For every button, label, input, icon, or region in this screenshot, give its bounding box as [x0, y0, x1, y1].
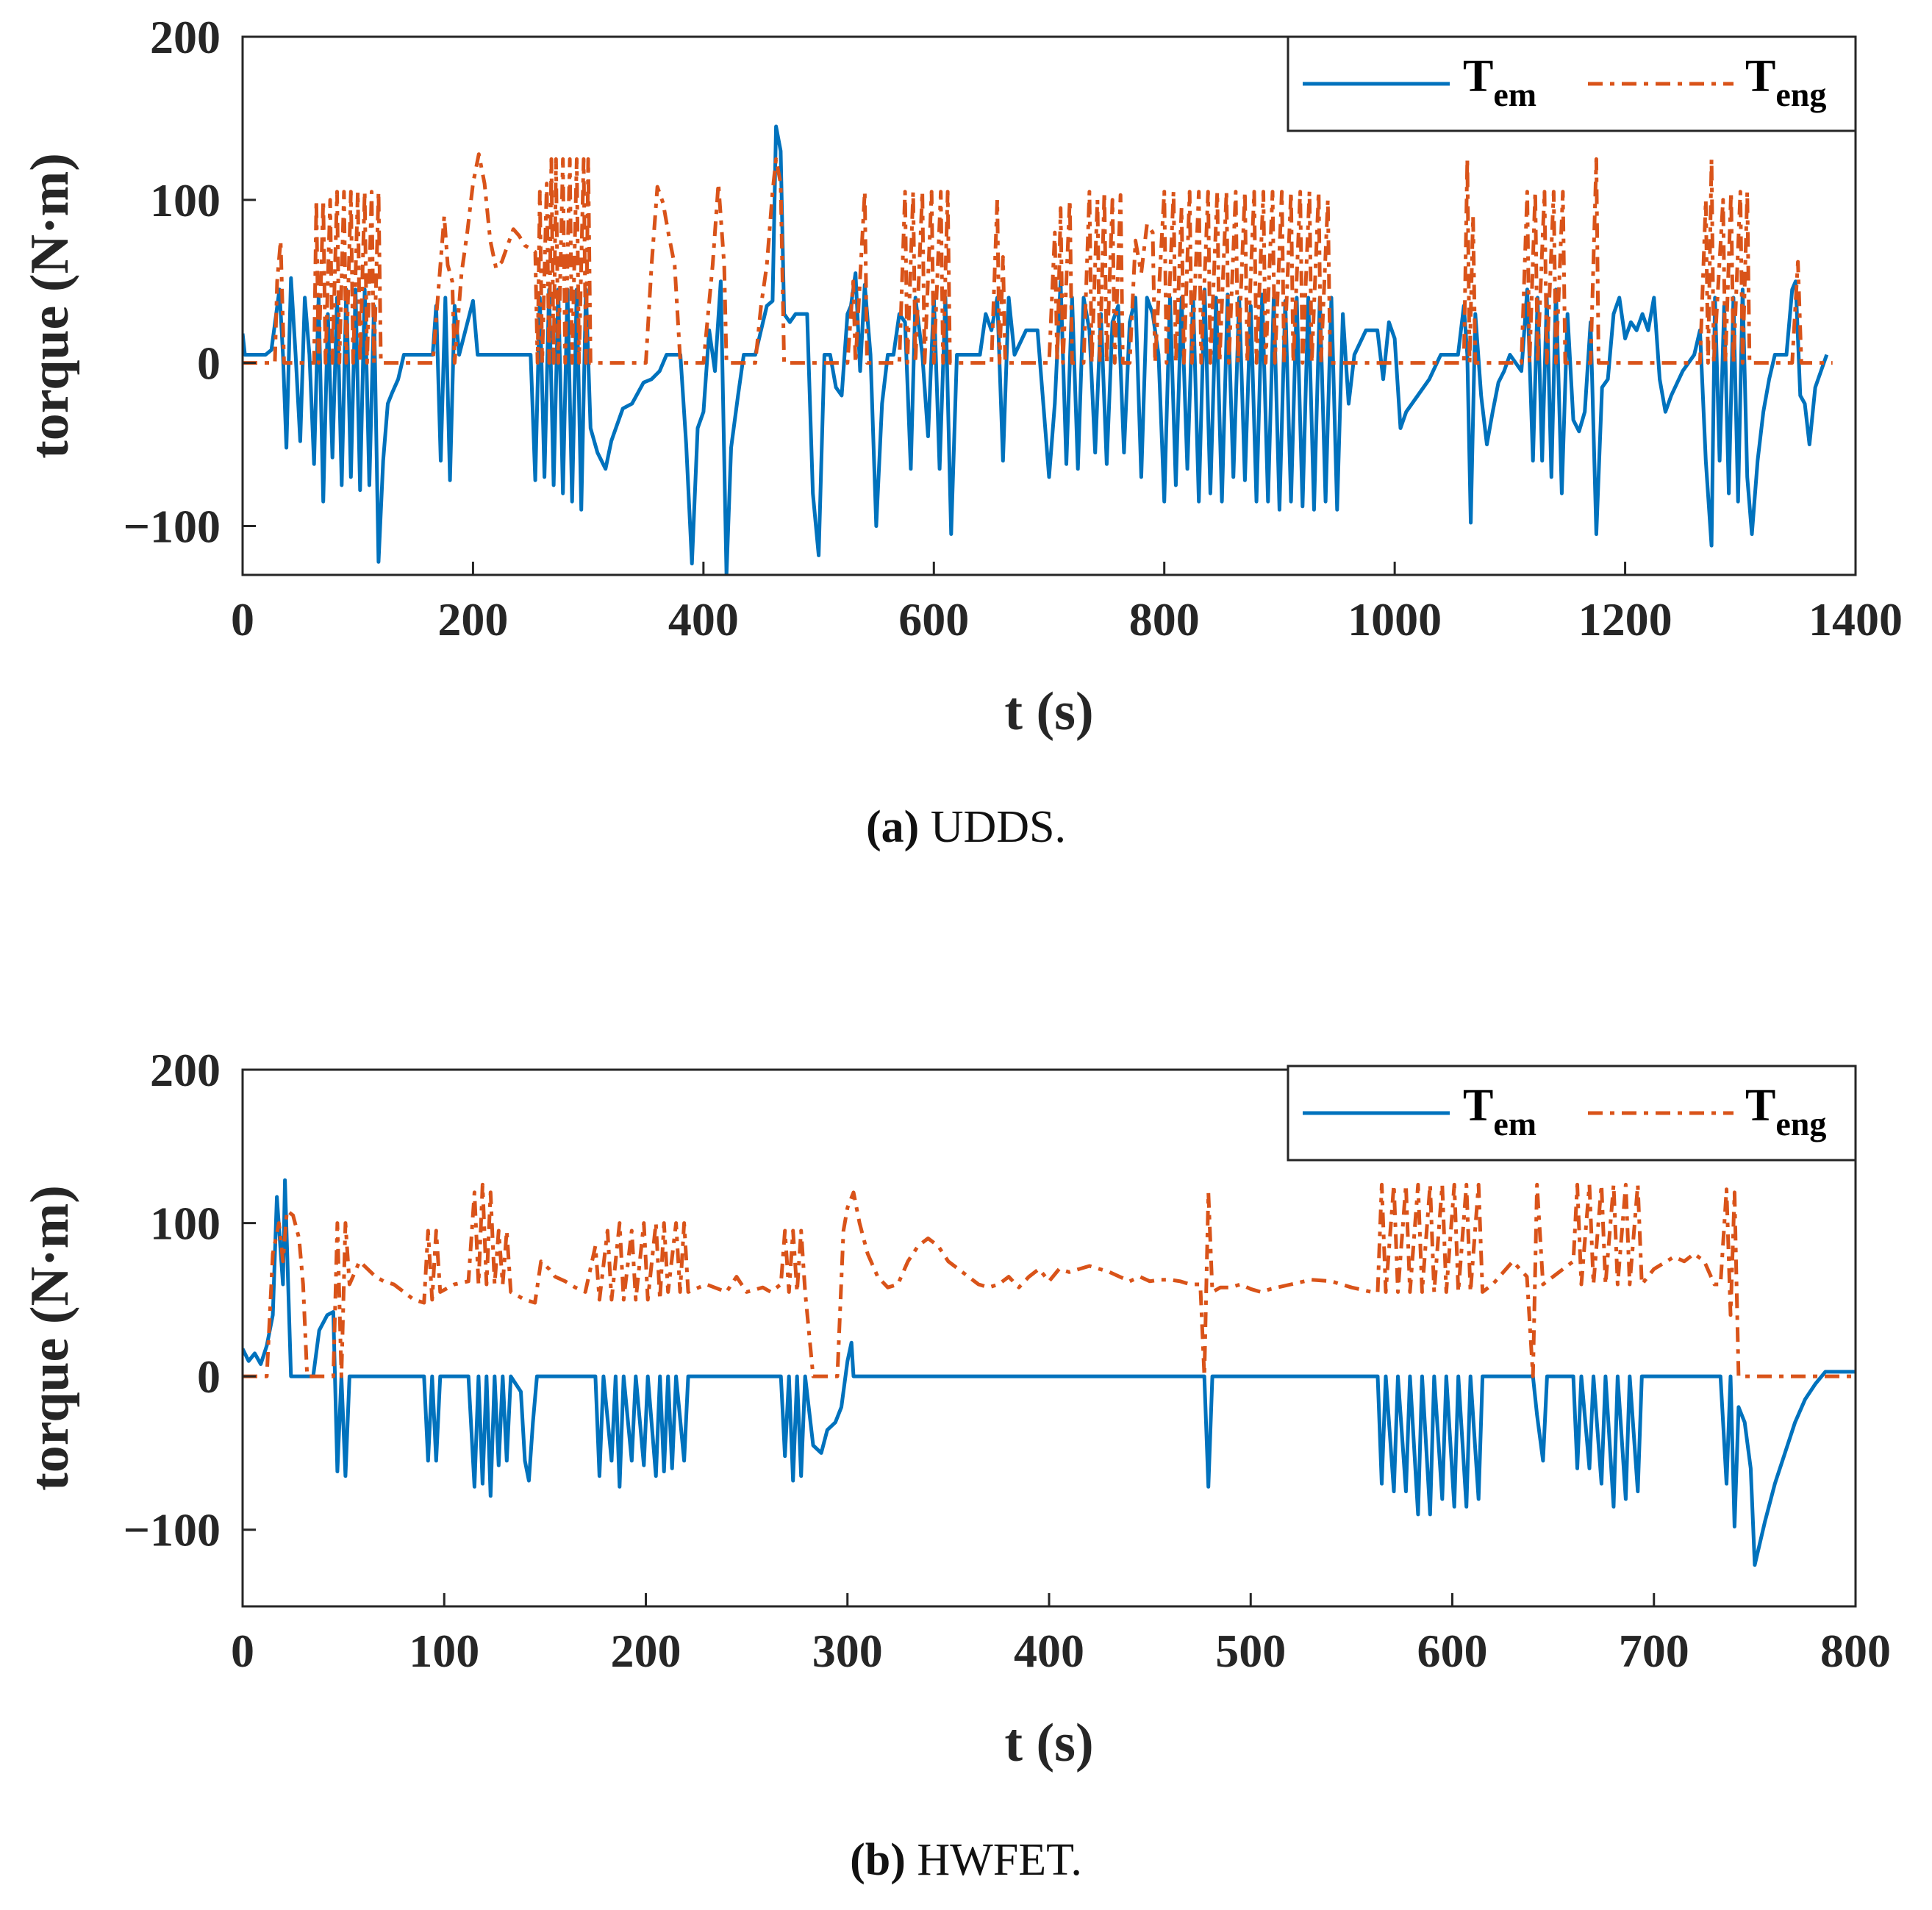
series-t-em-line-a [243, 124, 1829, 575]
y-tick-label-a-1: 0 [197, 337, 221, 390]
legend-a: Tem Teng [1287, 35, 1857, 132]
axis-ticks-b: 0 100 200 300 400 500 600 700 800 −100 0 100 200 [124, 1044, 1891, 1677]
caption-b-label: (b) [850, 1835, 906, 1885]
y-tick-label-a-2: 100 [150, 174, 221, 226]
y-tick-label-b-0: −100 [124, 1504, 221, 1556]
x-tick-label-a-1200: 1200 [1578, 593, 1672, 645]
x-tick-label-a-1400: 1400 [1808, 593, 1903, 645]
chart-panel-b: 0 100 200 300 400 500 600 700 800 −100 0 100 200 t (… [20, 1044, 1891, 1773]
x-tick-label-b-700: 700 [1619, 1625, 1689, 1677]
caption-b: (b) HWFET. [0, 1834, 1932, 1886]
y-tick-label-b-3: 200 [150, 1044, 221, 1096]
y-tick-label-b-1: 0 [197, 1351, 221, 1403]
x-tick-label-a-600: 600 [898, 593, 969, 645]
legend-label-tem-b: Tem [1463, 1081, 1536, 1142]
legend-label-teng-a: Teng [1745, 51, 1826, 113]
legend-label-teng-b: Teng [1745, 1081, 1826, 1142]
x-tick-label-b-600: 600 [1417, 1625, 1488, 1677]
x-tick-label-b-100: 100 [409, 1625, 479, 1677]
x-tick-label-a-800: 800 [1129, 593, 1200, 645]
y-tick-label-a-0: −100 [124, 500, 221, 552]
x-tick-label-a-400: 400 [668, 593, 739, 645]
x-tick-label-a-1000: 1000 [1348, 593, 1442, 645]
x-tick-label-a-200: 200 [437, 593, 508, 645]
plot-area-b [243, 1178, 1856, 1567]
plot-area-a [243, 124, 1833, 575]
axes-frame-a [241, 35, 1857, 576]
caption-a-label: (a) [865, 802, 920, 852]
series-t-eng-line-b [243, 1182, 1856, 1378]
legend-label-tem-a: Tem [1463, 51, 1536, 113]
y-axis-label-b: torque (N·m) [20, 1185, 80, 1491]
caption-b-text: HWFET. [905, 1835, 1082, 1885]
x-tick-label-b-200: 200 [611, 1625, 681, 1677]
series-t-eng-line-a [243, 152, 1833, 365]
x-tick-label-b-800: 800 [1820, 1625, 1891, 1677]
y-tick-label-b-2: 100 [150, 1198, 221, 1250]
y-tick-label-a-3: 200 [150, 11, 221, 63]
x-tick-label-b-400: 400 [1014, 1625, 1084, 1677]
x-axis-label-a: t (s) [1004, 682, 1093, 742]
caption-a: (a) UDDS. [0, 801, 1932, 854]
x-axis-label-b: t (s) [1004, 1713, 1093, 1773]
y-axis-label-a: torque (N·m) [20, 153, 80, 459]
series-t-em-line-b [243, 1178, 1856, 1567]
legend-b: Tem Teng [1287, 1065, 1857, 1162]
x-tick-label-a-0: 0 [231, 593, 254, 645]
x-tick-label-b-500: 500 [1215, 1625, 1286, 1677]
x-tick-label-b-0: 0 [231, 1625, 254, 1677]
x-tick-label-b-300: 300 [812, 1625, 883, 1677]
caption-a-text: UDDS. [919, 802, 1067, 852]
